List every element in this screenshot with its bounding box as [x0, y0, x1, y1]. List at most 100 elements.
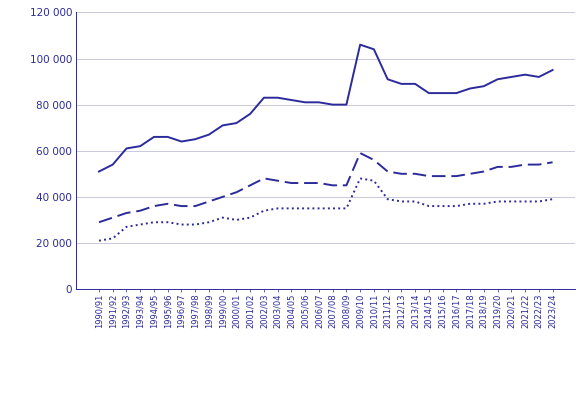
Kvinnor [315, 180, 322, 185]
Kvinnor [274, 178, 281, 183]
Kvinnor [247, 183, 254, 188]
Totalt [398, 81, 405, 86]
Totalt [178, 139, 185, 144]
Totalt [535, 74, 542, 79]
Kvinnor [219, 195, 226, 199]
Män [261, 208, 268, 213]
Kvinnor [302, 180, 309, 185]
Totalt [137, 144, 144, 149]
Totalt [439, 90, 446, 95]
Kvinnor [123, 211, 130, 216]
Kvinnor [178, 204, 185, 209]
Line: Män: Män [99, 178, 552, 241]
Totalt [343, 102, 350, 107]
Kvinnor [549, 160, 556, 165]
Totalt [219, 123, 226, 128]
Män [109, 236, 116, 241]
Totalt [302, 100, 309, 105]
Kvinnor [205, 199, 212, 204]
Kvinnor [370, 157, 377, 162]
Män [467, 201, 474, 206]
Totalt [192, 137, 199, 142]
Kvinnor [261, 176, 268, 181]
Totalt [508, 74, 515, 79]
Totalt [357, 42, 364, 47]
Kvinnor [357, 151, 364, 156]
Män [164, 220, 171, 225]
Män [123, 224, 130, 229]
Totalt [123, 146, 130, 151]
Totalt [233, 121, 240, 126]
Totalt [522, 72, 529, 77]
Totalt [150, 134, 157, 139]
Män [453, 204, 460, 209]
Kvinnor [343, 183, 350, 188]
Män [439, 204, 446, 209]
Totalt [411, 81, 419, 86]
Kvinnor [467, 171, 474, 176]
Totalt [467, 86, 474, 91]
Män [288, 206, 295, 211]
Män [205, 220, 212, 225]
Män [247, 215, 254, 220]
Män [411, 199, 419, 204]
Line: Kvinnor: Kvinnor [99, 153, 552, 222]
Män [274, 206, 281, 211]
Kvinnor [329, 183, 336, 188]
Män [508, 199, 515, 204]
Män [480, 201, 487, 206]
Män [357, 176, 364, 181]
Män [426, 204, 433, 209]
Kvinnor [453, 173, 460, 178]
Män [535, 199, 542, 204]
Totalt [288, 97, 295, 102]
Kvinnor [494, 164, 501, 169]
Kvinnor [109, 215, 116, 220]
Totalt [480, 84, 487, 89]
Kvinnor [192, 204, 199, 209]
Män [178, 222, 185, 227]
Män [137, 222, 144, 227]
Kvinnor [164, 201, 171, 206]
Totalt [96, 169, 103, 174]
Kvinnor [535, 162, 542, 167]
Kvinnor [522, 162, 529, 167]
Män [384, 197, 391, 202]
Totalt [549, 68, 556, 73]
Line: Totalt: Totalt [99, 45, 552, 171]
Män [233, 217, 240, 222]
Män [329, 206, 336, 211]
Totalt [247, 112, 254, 116]
Totalt [384, 77, 391, 82]
Män [96, 238, 103, 243]
Totalt [109, 162, 116, 167]
Män [494, 199, 501, 204]
Totalt [261, 95, 268, 100]
Kvinnor [150, 204, 157, 209]
Totalt [205, 132, 212, 137]
Män [315, 206, 322, 211]
Kvinnor [508, 164, 515, 169]
Män [370, 178, 377, 183]
Totalt [494, 77, 501, 82]
Totalt [453, 90, 460, 95]
Totalt [329, 102, 336, 107]
Män [150, 220, 157, 225]
Män [343, 206, 350, 211]
Kvinnor [411, 171, 419, 176]
Män [219, 215, 226, 220]
Kvinnor [96, 220, 103, 225]
Kvinnor [426, 173, 433, 178]
Kvinnor [288, 180, 295, 185]
Män [302, 206, 309, 211]
Totalt [370, 47, 377, 52]
Män [398, 199, 405, 204]
Män [192, 222, 199, 227]
Totalt [426, 90, 433, 95]
Kvinnor [398, 171, 405, 176]
Totalt [315, 100, 322, 105]
Män [522, 199, 529, 204]
Totalt [274, 95, 281, 100]
Kvinnor [233, 190, 240, 195]
Män [549, 197, 556, 202]
